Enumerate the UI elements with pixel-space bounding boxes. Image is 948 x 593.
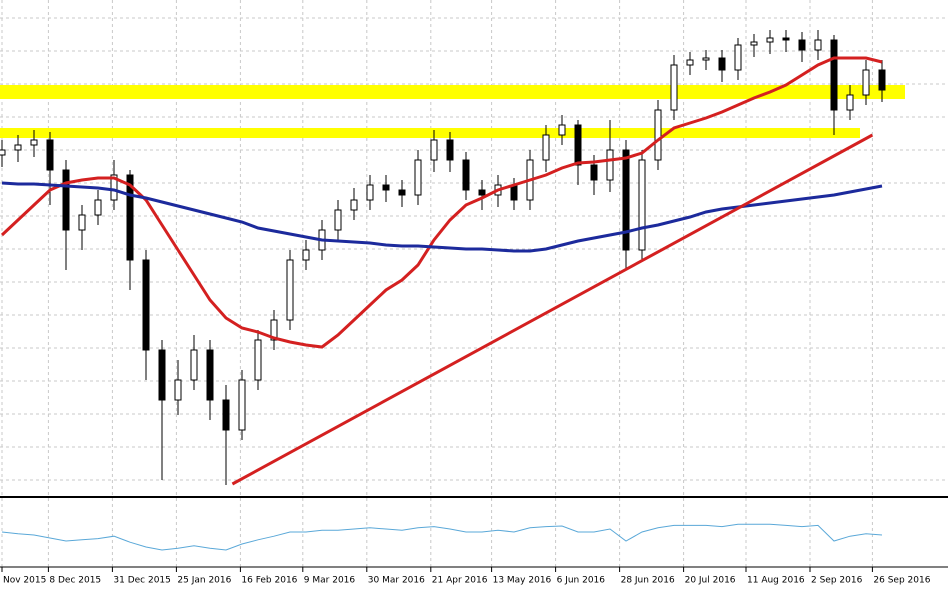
candle-body [702, 57, 710, 61]
candle-body [430, 139, 438, 161]
candle-body [686, 59, 694, 66]
x-tick-label: 20 Jul 2016 [685, 576, 736, 586]
candle-body [462, 159, 470, 191]
candle-body [622, 149, 630, 251]
candle-body [798, 39, 806, 51]
candle-body [46, 139, 54, 171]
candle-body [350, 199, 358, 211]
candle-body [542, 134, 550, 161]
candle-body [718, 57, 726, 71]
candle-body [446, 139, 454, 161]
candle-body [830, 39, 838, 111]
candle-body [62, 169, 70, 231]
candle-body [734, 44, 742, 71]
candle-body [398, 189, 406, 196]
x-tick-label: Nov 2015 [3, 576, 46, 586]
candle-body [814, 39, 822, 51]
candle-body [510, 184, 518, 201]
candle-body [286, 259, 294, 321]
x-tick-label: 8 Dec 2015 [49, 576, 101, 586]
candle-body [142, 259, 150, 351]
candle-body [334, 209, 342, 231]
indicator-line [1, 523, 883, 551]
candle-body [414, 159, 422, 196]
candle-body [670, 64, 678, 111]
x-tick-label: 31 Dec 2015 [113, 576, 170, 586]
trendline [231, 133, 874, 486]
candle-body [254, 339, 262, 381]
candle-body [366, 184, 374, 201]
moving-average [0, 56, 883, 349]
moving-average [1, 181, 883, 253]
x-tick-label: 16 Feb 2016 [241, 576, 297, 586]
candle-body [766, 37, 774, 43]
x-tick-label: 2 Sep 2016 [811, 576, 863, 586]
candle-body [654, 109, 662, 161]
x-tick-label: 6 Jun 2016 [557, 576, 606, 586]
candle-body [30, 139, 38, 146]
candle-body [862, 69, 870, 96]
candle-body [302, 249, 310, 261]
candle-body [574, 124, 582, 166]
x-tick-label: 30 Mar 2016 [368, 576, 425, 586]
candle-body [750, 41, 758, 46]
level-band [0, 85, 905, 99]
x-tick-label: 26 Sep 2016 [873, 576, 930, 586]
candle-body [174, 379, 182, 401]
candle-body [238, 379, 246, 431]
level-band [0, 128, 860, 138]
x-tick-label: 28 Jun 2016 [621, 576, 675, 586]
candle-body [606, 149, 614, 181]
candle-body [878, 69, 886, 91]
candle-body [590, 164, 598, 181]
x-tick-label: 11 Aug 2016 [747, 576, 805, 586]
candle-body [78, 214, 86, 231]
candle-body [110, 174, 118, 201]
candle-body [558, 124, 566, 136]
candle-body [222, 399, 230, 431]
candle-body [190, 349, 198, 381]
candle-body [206, 349, 214, 401]
x-tick-label: 25 Jan 2016 [177, 576, 231, 586]
candle-body [638, 159, 646, 251]
x-tick-label: 21 Apr 2016 [432, 576, 488, 586]
x-tick-label: 9 Mar 2016 [304, 576, 356, 586]
candle-body [0, 149, 6, 156]
candle-body [126, 174, 134, 261]
candle-body [270, 319, 278, 341]
candle-body [158, 349, 166, 401]
candle-body [782, 37, 790, 41]
candle-body [94, 199, 102, 216]
candle-body [478, 189, 486, 196]
candle-body [846, 94, 854, 111]
x-tick-label: 13 May 2016 [493, 576, 552, 586]
candle-body [382, 184, 390, 191]
candle-body [14, 144, 22, 151]
